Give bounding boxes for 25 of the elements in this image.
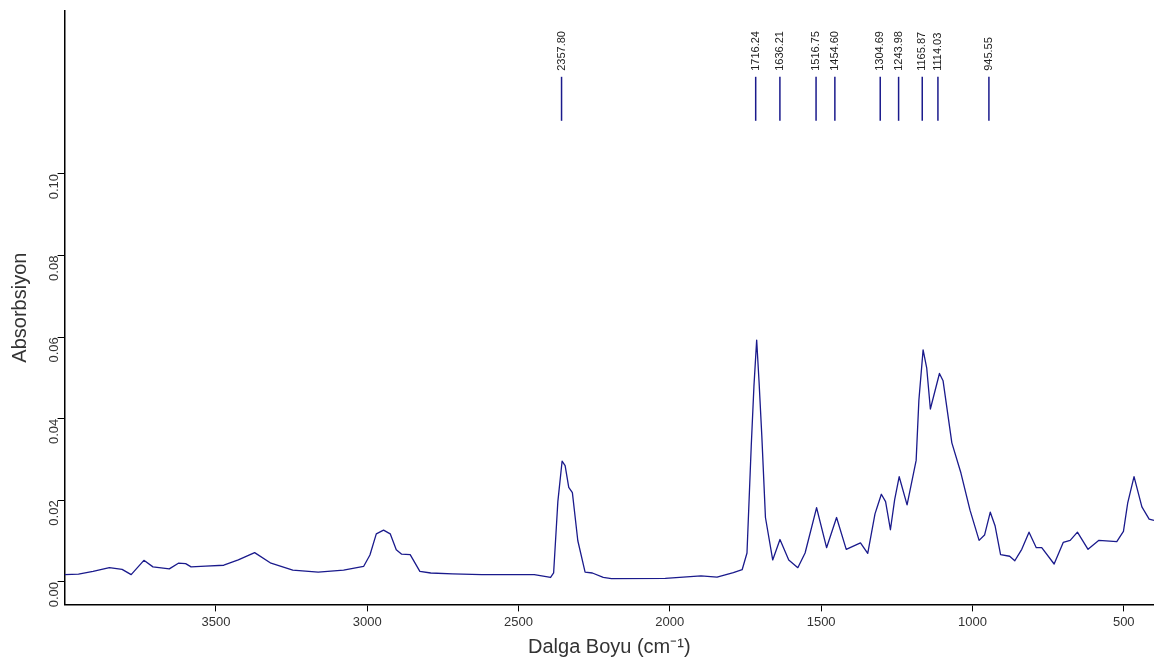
y-tick-label: 0.04 [46, 418, 62, 445]
ref-line-label: 1243.98 [891, 31, 904, 71]
y-tick-label: 0.06 [46, 337, 62, 363]
x-axis-title: Dalga Boyu (cm⁻¹) [528, 634, 691, 657]
y-tick-label: 0.10 [46, 173, 62, 200]
y-tick-label: 0.08 [46, 255, 62, 281]
ref-line-label: 1114.03 [930, 32, 943, 71]
ref-line-label: 1304.69 [873, 31, 886, 71]
x-tick-label: 3000 [352, 613, 382, 629]
y-tick-label: 0.02 [46, 500, 62, 526]
ref-line-label: 1716.24 [748, 31, 761, 71]
x-tick-label: 1500 [806, 613, 836, 629]
y-axis-title: Absorbsiyon [7, 252, 30, 363]
ref-line-label: 945.55 [981, 37, 994, 71]
x-tick-label: 3500 [201, 613, 231, 629]
ref-line-label: 1516.75 [809, 31, 822, 71]
ref-line-label: 1636.21 [772, 31, 785, 71]
x-tick-label: 2500 [504, 613, 533, 629]
x-tick-label: 2000 [655, 613, 685, 629]
y-tick-label: 0.00 [46, 581, 62, 608]
x-tick-label: 1000 [957, 613, 987, 629]
ref-line-label: 2357.80 [554, 31, 567, 71]
ref-line-label: 1165.87 [915, 31, 928, 71]
x-tick-label: 500 [1112, 613, 1135, 629]
ref-line-label: 1454.60 [827, 31, 840, 71]
